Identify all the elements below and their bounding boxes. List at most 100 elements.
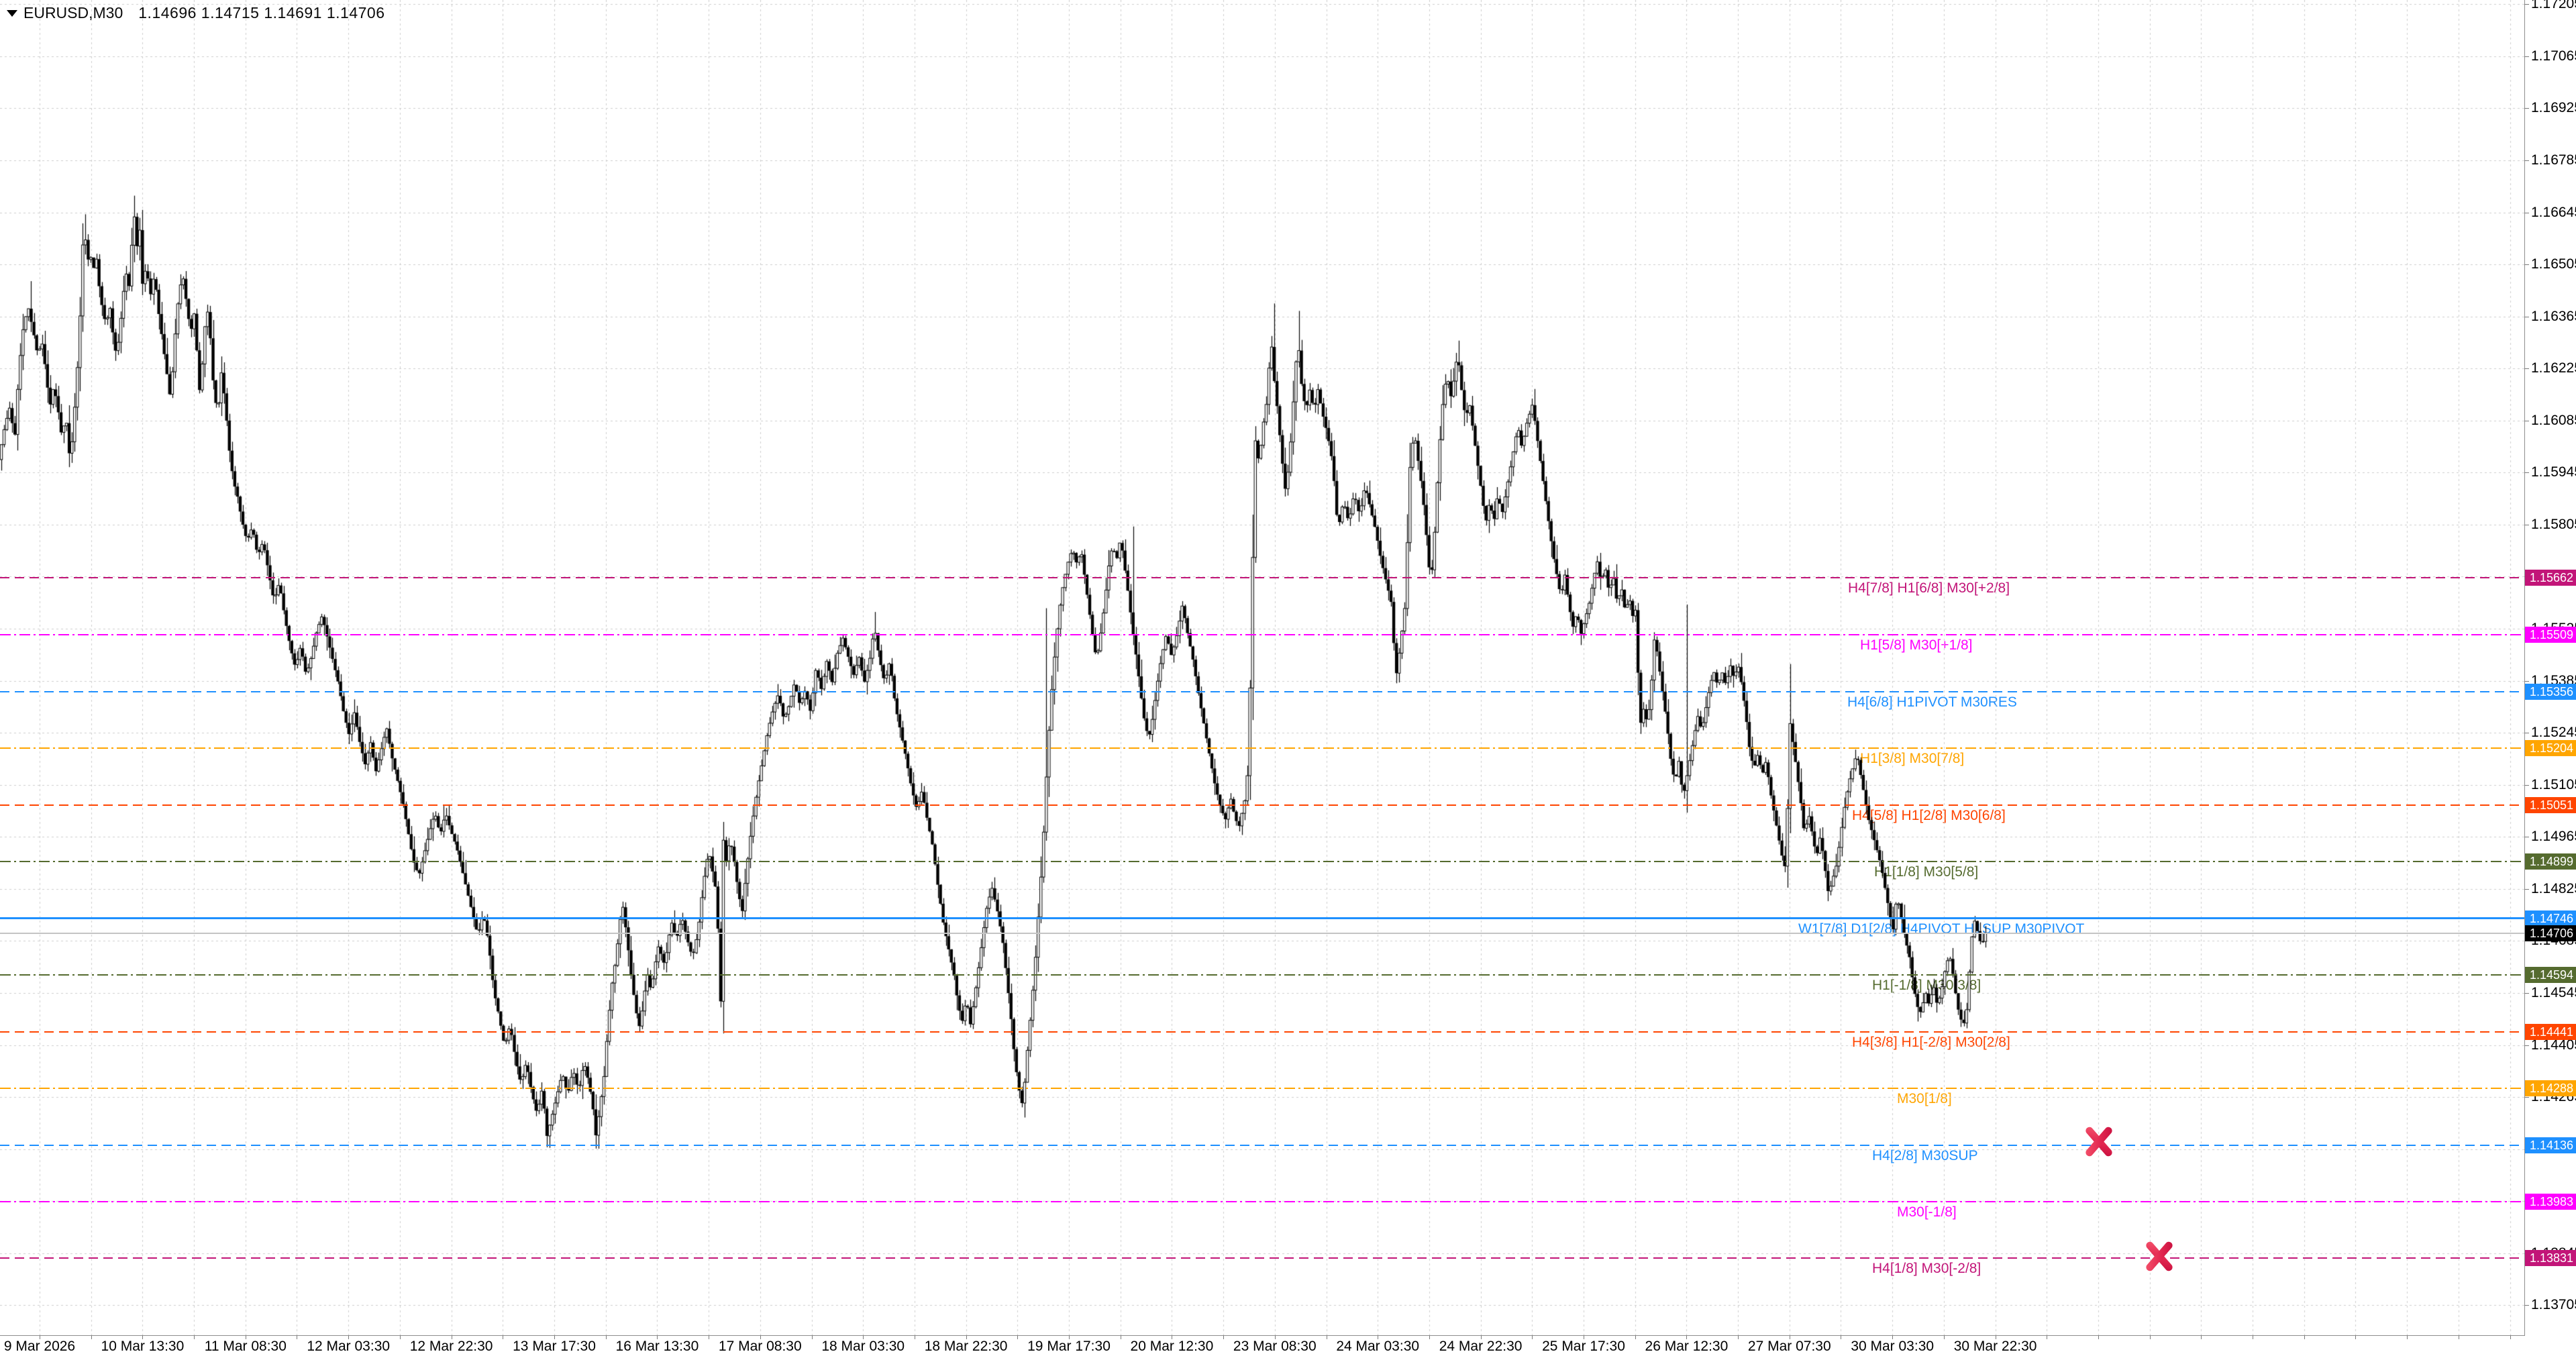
time-axis-label[interactable]: 30 Mar 22:30	[1953, 1339, 2037, 1354]
time-axis-label[interactable]: 30 Mar 03:30	[1851, 1339, 1935, 1354]
candles-canvas[interactable]	[0, 0, 2524, 1335]
time-axis-label[interactable]: 16 Mar 13:30	[615, 1339, 699, 1354]
pivot-price-tag: 1.14899	[2525, 853, 2576, 870]
pivot-line-h1-1-8-m30-5-8-[interactable]	[0, 860, 2524, 862]
price-axis-label[interactable]: 1.13705	[2531, 1297, 2576, 1313]
price-tick	[2524, 681, 2529, 682]
pivot-line-h1-5-8-m30-1-8-[interactable]	[0, 633, 2524, 635]
chart-title: EURUSD,M30 1.14696 1.14715 1.14691 1.147…	[7, 4, 385, 22]
pivot-line-w1-7-8-d1-2-8-h4pivot-h1sup-m30pivot[interactable]	[0, 917, 2524, 920]
time-tick	[1017, 1335, 1018, 1339]
price-axis-label[interactable]: 1.16085	[2531, 412, 2576, 428]
marks-layer	[2081, 1123, 2177, 1274]
price-axis-label[interactable]: 1.15245	[2531, 725, 2576, 741]
price-axis-label[interactable]: 1.16505	[2531, 256, 2576, 272]
pivot-price-tag: 1.14594	[2525, 966, 2576, 983]
time-tick	[2150, 1335, 2151, 1339]
price-axis-label[interactable]: 1.17065	[2531, 48, 2576, 64]
pivot-line-h4-1-8-m30-2-8-[interactable]	[0, 1257, 2524, 1259]
time-tick	[554, 1335, 555, 1339]
price-axis-label[interactable]: 1.16925	[2531, 100, 2576, 116]
time-axis-label[interactable]: 19 Mar 17:30	[1027, 1339, 1111, 1354]
pivot-price-tag: 1.14288	[2525, 1080, 2576, 1097]
price-axis-label[interactable]: 1.16645	[2531, 204, 2576, 220]
symbol-period-label[interactable]: EURUSD,M30	[23, 4, 123, 21]
time-tick	[657, 1335, 658, 1339]
time-axis-label[interactable]: 17 Mar 08:30	[718, 1339, 802, 1354]
pivot-line-h4-2-8-m30sup[interactable]	[0, 1144, 2524, 1146]
time-tick	[760, 1335, 761, 1339]
time-tick	[1275, 1335, 1276, 1339]
price-tick	[2524, 264, 2529, 265]
time-axis-label[interactable]: 18 Mar 03:30	[821, 1339, 905, 1354]
time-axis-label[interactable]: 27 Mar 07:30	[1747, 1339, 1831, 1354]
time-axis-label[interactable]: 11 Mar 08:30	[204, 1339, 287, 1354]
time-tick	[2098, 1335, 2099, 1339]
time-tick	[2407, 1335, 2408, 1339]
pivot-line-h4-5-8-h1-2-8-m30-6-8-[interactable]	[0, 804, 2524, 806]
price-axis-label[interactable]: 1.15805	[2531, 516, 2576, 532]
price-axis-label[interactable]: 1.14405	[2531, 1037, 2576, 1053]
time-tick	[2355, 1335, 2356, 1339]
time-tick	[966, 1335, 967, 1339]
price-tick	[2524, 889, 2529, 890]
time-axis-label[interactable]: 10 Mar 13:30	[101, 1339, 185, 1354]
time-tick	[863, 1335, 864, 1339]
time-axis-label[interactable]: 26 Mar 12:30	[1645, 1339, 1729, 1354]
time-tick	[606, 1335, 607, 1339]
time-tick	[400, 1335, 401, 1339]
price-tick	[2524, 368, 2529, 369]
time-tick	[1892, 1335, 1893, 1339]
pivot-price-tag: 1.13831	[2525, 1250, 2576, 1267]
price-axis-label[interactable]: 1.16225	[2531, 360, 2576, 376]
pivot-lines-layer	[0, 577, 2524, 1259]
time-axis-label[interactable]: 9 Mar 2026	[3, 1339, 76, 1354]
time-tick	[2510, 1335, 2511, 1339]
price-axis-label[interactable]: 1.15105	[2531, 776, 2576, 792]
pivot-line-h1-3-8-m30-7-8-[interactable]	[0, 747, 2524, 749]
pivot-line-m30-1-8-[interactable]	[0, 1201, 2524, 1203]
price-axis-label[interactable]: 1.16785	[2531, 152, 2576, 168]
time-axis-label[interactable]: 24 Mar 22:30	[1439, 1339, 1523, 1354]
price-axis-label[interactable]: 1.14825	[2531, 880, 2576, 896]
sell-signal-x-mark[interactable]	[2081, 1123, 2117, 1159]
price-tick	[2524, 993, 2529, 994]
pivot-price-tag: 1.15662	[2525, 570, 2576, 586]
price-axis-label[interactable]: 1.16365	[2531, 308, 2576, 324]
time-axis-label[interactable]: 24 Mar 03:30	[1336, 1339, 1420, 1354]
pivot-price-tag: 1.13983	[2525, 1194, 2576, 1210]
pivot-line-m30-1-8-[interactable]	[0, 1088, 2524, 1090]
time-axis-label[interactable]: 23 Mar 08:30	[1233, 1339, 1317, 1354]
plot-area[interactable]: H4[7/8] H1[6/8] M30[+2/8]H1[5/8] M30[+1/…	[0, 0, 2525, 1336]
time-tick	[142, 1335, 143, 1339]
pivot-line-h4-7-8-h1-6-8-m30-2-8-[interactable]	[0, 577, 2524, 579]
time-tick	[1429, 1335, 1430, 1339]
time-axis-label[interactable]: 12 Mar 22:30	[409, 1339, 493, 1354]
symbol-dropdown-icon[interactable]	[7, 9, 17, 17]
time-axis-label[interactable]: 12 Mar 03:30	[307, 1339, 391, 1354]
time-tick	[1738, 1335, 1739, 1339]
pivot-price-tag: 1.15356	[2525, 683, 2576, 700]
price-axis-label[interactable]: 1.17205	[2531, 0, 2576, 12]
price-tick	[2524, 108, 2529, 109]
time-axis-label[interactable]: 20 Mar 12:30	[1130, 1339, 1214, 1354]
bid-price-tag: 1.14706	[2525, 925, 2576, 941]
price-axis-label[interactable]: 1.14545	[2531, 984, 2576, 1000]
pivot-price-tag: 1.15204	[2525, 739, 2576, 756]
time-tick	[1532, 1335, 1533, 1339]
time-tick	[2304, 1335, 2305, 1339]
sell-signal-x-mark[interactable]	[2141, 1238, 2177, 1274]
time-axis-label[interactable]: 25 Mar 17:30	[1542, 1339, 1625, 1354]
time-tick	[1223, 1335, 1224, 1339]
pivot-line-h1-1-8-m30-3-8-[interactable]	[0, 974, 2524, 976]
price-axis-label[interactable]: 1.14965	[2531, 829, 2576, 845]
pivot-line-h4-3-8-h1-2-8-m30-2-8-[interactable]	[0, 1031, 2524, 1033]
price-tick	[2524, 1097, 2529, 1098]
time-axis-label[interactable]: 13 Mar 17:30	[513, 1339, 596, 1354]
price-tick	[2524, 56, 2529, 57]
pivot-line-h4-6-8-h1pivot-m30res[interactable]	[0, 690, 2524, 692]
time-axis-label[interactable]: 18 Mar 22:30	[924, 1339, 1008, 1354]
time-tick	[91, 1335, 92, 1339]
price-axis-label[interactable]: 1.15945	[2531, 464, 2576, 480]
